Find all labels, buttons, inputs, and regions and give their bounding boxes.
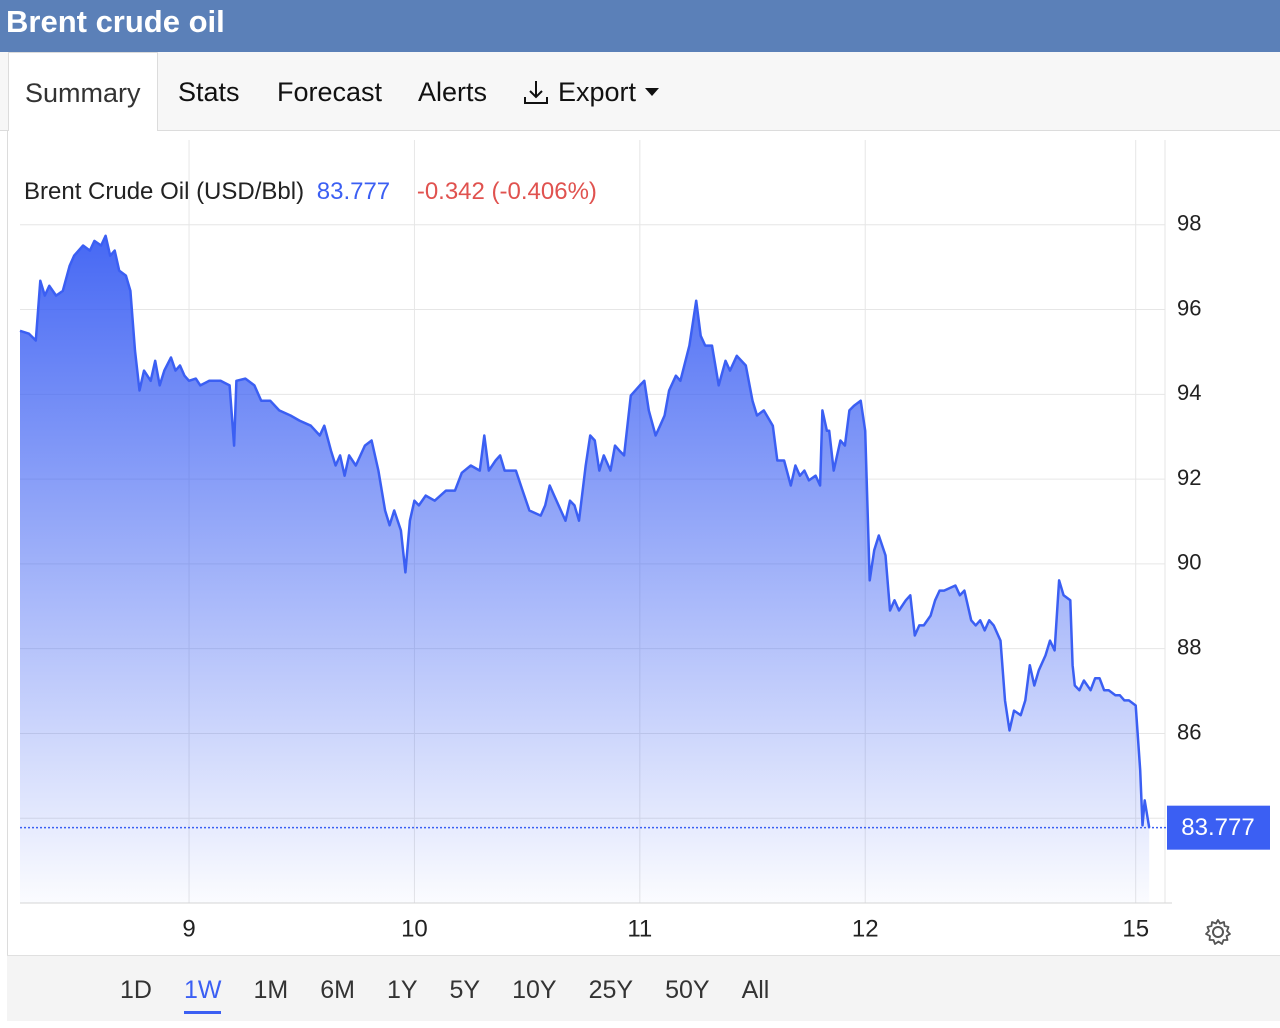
last-price-label: 83.777 xyxy=(1181,814,1254,841)
range-button[interactable]: 10Y xyxy=(512,976,557,1004)
y-tick-label: 96 xyxy=(1177,295,1201,320)
last-price-badge xyxy=(1167,805,1270,850)
range-button[interactable]: 1Y xyxy=(386,976,418,1004)
range-button[interactable]: 25Y xyxy=(588,976,634,1004)
tab[interactable]: Summary xyxy=(8,52,158,131)
range-buttons: 1D 1W 1M 6M 1Y 5Y 10Y 25Y 50Y All xyxy=(120,976,769,1014)
caret-icon xyxy=(645,87,660,96)
y-tick-label: 94 xyxy=(1177,380,1201,405)
price-line xyxy=(19,234,1151,828)
x-tick-label: 15 xyxy=(1122,915,1149,942)
download-icon xyxy=(524,80,548,104)
y-tick-label: 88 xyxy=(1177,634,1201,659)
export-menu[interactable]: Export xyxy=(522,52,660,131)
legend-price: 83.777 xyxy=(316,178,391,205)
range-button[interactable]: 1W xyxy=(183,976,222,1014)
range-button[interactable]: All xyxy=(741,976,770,1004)
legend-change: -0.342 (-0.406%) xyxy=(416,178,597,205)
page-title: Brent crude oil xyxy=(0,0,1280,52)
range-button[interactable]: 5Y xyxy=(449,976,481,1004)
range-button[interactable]: 1D xyxy=(120,976,152,1004)
x-tick-label: 10 xyxy=(401,915,428,942)
tab[interactable]: Alerts xyxy=(418,77,488,107)
tab[interactable]: Forecast xyxy=(277,77,383,107)
y-tick-label: 90 xyxy=(1177,550,1201,575)
x-tick-label: 9 xyxy=(182,915,195,942)
range-button[interactable]: 50Y xyxy=(665,976,710,1004)
y-tick-label: 92 xyxy=(1177,465,1201,490)
legend: Brent Crude Oil (USD/Bbl) 83.777 -0.342 … xyxy=(24,178,603,206)
x-tick-label: 11 xyxy=(627,915,652,942)
range-button[interactable]: 6M xyxy=(320,976,355,1004)
x-tick-label: 12 xyxy=(852,915,879,942)
tab[interactable]: Stats xyxy=(178,77,240,107)
export-label: Export xyxy=(558,76,637,107)
y-tick-label: 86 xyxy=(1177,719,1201,744)
range-bar: 1D 1W 1M 6M 1Y 5Y 10Y 25Y 50Y All xyxy=(7,955,1280,1021)
tab-bar: Summary Stats Forecast Alerts Export xyxy=(0,52,1280,131)
range-button[interactable]: 1M xyxy=(253,976,289,1004)
legend-name: Brent Crude Oil (USD/Bbl) xyxy=(24,178,305,205)
settings-icon[interactable] xyxy=(1203,917,1233,947)
area-fill xyxy=(20,235,1150,904)
y-tick-label: 98 xyxy=(1177,211,1201,236)
